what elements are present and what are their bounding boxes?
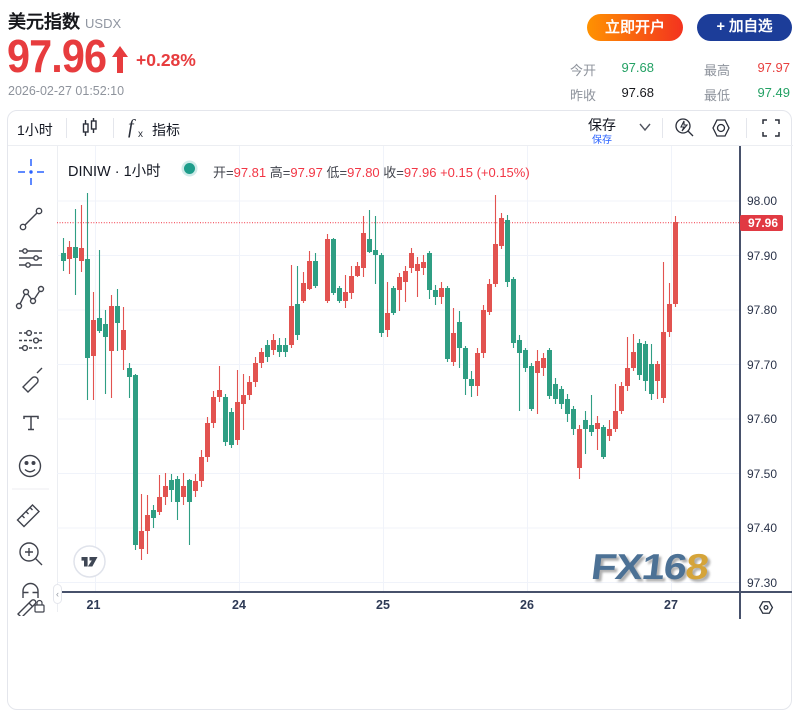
svg-text:x: x <box>138 129 143 140</box>
svg-text:f: f <box>128 116 136 138</box>
